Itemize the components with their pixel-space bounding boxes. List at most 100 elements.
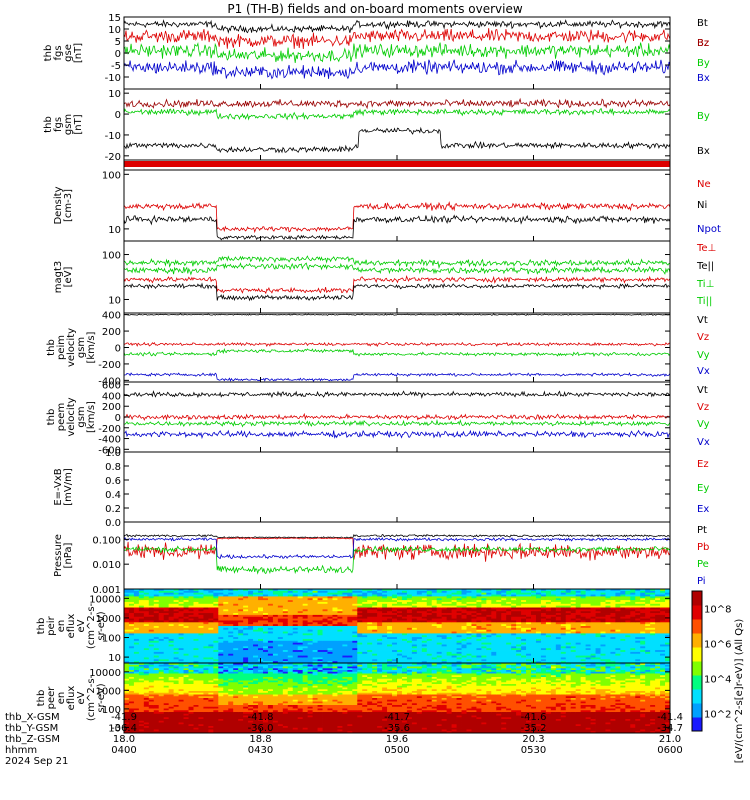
- y-axis-label: sr-eV): [96, 611, 107, 640]
- series-vz-line: [123, 341, 671, 348]
- series-vt-line: [123, 313, 671, 316]
- y-axis-label: [nT]: [73, 114, 84, 134]
- y-tick-label: 10: [108, 295, 121, 306]
- colorbar-tick: 10^2: [704, 710, 731, 721]
- series-bt-line: [123, 19, 671, 34]
- colorbar-label: [eV/(cm^2-s[e]r-eV)] (All Qs): [734, 619, 745, 764]
- y-axis-label: gsm: [76, 337, 87, 358]
- series-vt-line: [123, 390, 671, 399]
- panel-frame: [123, 521, 671, 590]
- panel-10: 10000 1000 100 10 thb peer en eflux eV (cm^2-s-sr…: [36, 662, 671, 734]
- y-axis-label: gsm: [63, 114, 74, 135]
- x-tick-label: 0430: [248, 745, 273, 756]
- y-tick-label: 0.001: [92, 585, 121, 596]
- y-tick-label: 0: [115, 344, 121, 355]
- y-tick-label: 5: [115, 37, 121, 48]
- y-tick-label: 200: [102, 402, 121, 413]
- panel-frame: [123, 240, 671, 314]
- y-tick-label: -400: [98, 376, 121, 387]
- y-tick-label: 1000: [96, 614, 121, 625]
- series-te-line: [123, 282, 671, 302]
- y-axis-label: velocity: [66, 397, 77, 436]
- legend-te: Te||: [696, 261, 714, 272]
- y-tick-label: -600: [98, 445, 121, 456]
- series-vz-line: [123, 412, 671, 422]
- y-tick-label: 10: [108, 89, 121, 100]
- colorbar-tick: 10^6: [704, 640, 731, 651]
- legend-vy: Vy: [697, 350, 710, 361]
- panel-4: Te⊥ Te|| Ti⊥ Ti|| 100 10 magt3 [eV]: [53, 240, 716, 314]
- colorbar-tick: 10^4: [704, 675, 731, 686]
- series-ti-line: [123, 262, 671, 276]
- y-tick-label: 400: [102, 391, 121, 402]
- y-tick-label: 100: [102, 170, 121, 181]
- series-vx-line: [123, 429, 671, 440]
- series-bx-line: [123, 59, 671, 80]
- y-axis-label: gse: [63, 44, 74, 62]
- series-pt-line: [123, 533, 670, 539]
- y-tick-label: 0.010: [92, 560, 121, 571]
- series-bz-line: [123, 28, 671, 50]
- y-tick-label: 10000: [89, 668, 121, 679]
- x-row-label: thb_Y-GSM: [5, 723, 58, 734]
- x-tick-label: -34.7: [657, 723, 683, 734]
- legend-vz: Vz: [697, 402, 709, 413]
- colorbar: 10^8 10^6 10^4 10^2 [eV/(cm^2-s[e]r-eV)] (Al…: [691, 590, 745, 764]
- legend-by: By: [697, 111, 710, 122]
- y-tick-label: -10: [105, 131, 121, 142]
- series-bz-line: [123, 97, 671, 110]
- y-axis-label: gsm: [76, 406, 87, 427]
- x-tick-label: -41.4: [657, 712, 683, 723]
- y-tick-label: 1000: [96, 686, 121, 697]
- y-axis-label: (cm^2-s-: [86, 602, 97, 649]
- legend-pi: Pi: [697, 576, 706, 587]
- y-tick-label: -200: [98, 360, 121, 371]
- y-axis-label: thb: [36, 690, 47, 707]
- y-tick-label: 10: [108, 25, 121, 36]
- y-axis-label: [cm-3]: [63, 189, 74, 222]
- panel-frame: [123, 88, 671, 161]
- y-axis-label: [nPa]: [63, 542, 74, 568]
- y-tick-label: 200: [102, 327, 121, 338]
- y-axis-label: peer: [46, 686, 57, 710]
- y-tick-label: 400: [102, 311, 121, 322]
- legend-vx: Vx: [697, 366, 710, 377]
- x-tick-label: 0400: [111, 745, 136, 756]
- legend-ex: Ex: [697, 504, 709, 515]
- legend-vx: Vx: [697, 437, 710, 448]
- legend-pe: Pe: [697, 559, 709, 570]
- series-vy-line: [123, 419, 671, 428]
- legend-bz: Bz: [697, 38, 709, 49]
- y-tick-label: 0.6: [105, 476, 121, 487]
- legend-ez: Ez: [697, 459, 709, 470]
- legend-vy: Vy: [697, 419, 710, 430]
- panel-frame: [123, 169, 671, 242]
- y-axis-label: Density: [53, 186, 64, 224]
- legend-npot: Npot: [697, 224, 721, 235]
- x-tick-label: 0530: [521, 745, 546, 756]
- x-tick-label: 18.0: [113, 734, 135, 745]
- y-axis-label: en: [56, 692, 67, 705]
- date-label: 2024 Sep 21: [5, 756, 68, 767]
- y-tick-label: 10000: [89, 594, 121, 605]
- x-tick-label: -36.4: [111, 723, 137, 734]
- y-tick-label: 0: [115, 413, 121, 424]
- x-tick-label: 20.3: [522, 734, 544, 745]
- x-tick-label: -35.6: [384, 723, 410, 734]
- series-vx-line: [123, 372, 671, 382]
- legend-ne: Ne: [697, 179, 711, 190]
- y-axis-label: eflux: [66, 686, 77, 711]
- series-ne-line: [123, 201, 671, 234]
- y-axis-label: peem: [56, 403, 67, 431]
- x-tick-label: 18.8: [249, 734, 271, 745]
- y-axis-label: Pressure: [53, 534, 64, 577]
- legend-vz: Vz: [697, 332, 709, 343]
- y-tick-label: 0: [115, 49, 121, 60]
- panel-9: 10000 1000 100 10 thb peir en eflux eV (cm^2-s-sr…: [36, 588, 671, 664]
- y-tick-label: -5: [111, 61, 121, 72]
- y-axis-label: [km/s]: [86, 331, 97, 363]
- series-ti-line: [123, 255, 671, 270]
- panel-7: Ez Ey Ex 1.0 0.8 0.6 0.4 0.2 0.0 E=-VxB [mV/m]: [53, 448, 709, 529]
